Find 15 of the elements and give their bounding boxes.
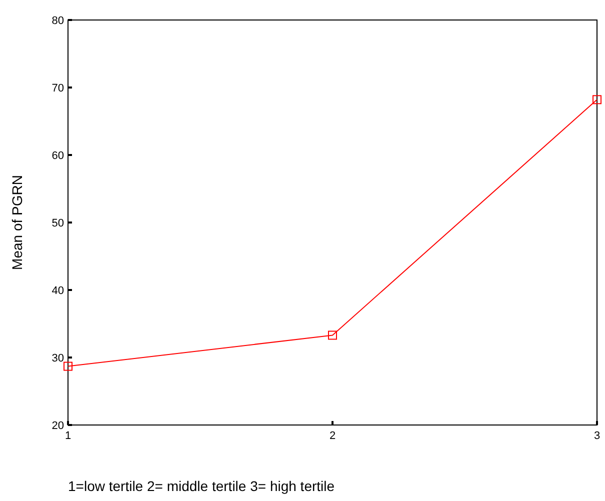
x-axis-title: 1=low tertile 2= middle tertile 3= high tertile <box>68 478 335 494</box>
x-tick-label: 1 <box>64 430 72 442</box>
point <box>64 362 72 371</box>
y-tick-label: 70 <box>52 82 64 94</box>
point <box>328 330 337 340</box>
y-tick-label: 40 <box>52 284 64 297</box>
y-tick-label: 50 <box>52 217 64 230</box>
y-tick-label: 30 <box>52 352 64 364</box>
y-tick-label: 60 <box>52 150 64 162</box>
x-tick-label: 2 <box>329 430 336 442</box>
y-tick-label: 20 <box>52 420 64 432</box>
point <box>592 95 602 104</box>
y-tick-label: 80 <box>52 14 64 27</box>
x-tick-label: 3 <box>594 430 600 442</box>
y-axis-title: Mean of PGRN <box>9 175 25 270</box>
